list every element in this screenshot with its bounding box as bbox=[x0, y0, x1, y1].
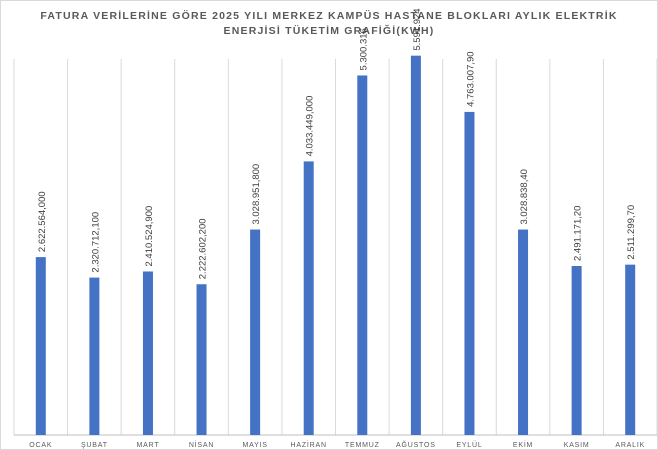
x-tick-label: OCAK bbox=[29, 442, 52, 449]
x-tick-label: ARALIK bbox=[615, 442, 645, 449]
data-label: 2.320.712,100 bbox=[90, 212, 101, 273]
bar bbox=[571, 266, 582, 435]
bar bbox=[464, 111, 475, 435]
x-tick-label: ŞUBAT bbox=[81, 442, 108, 449]
data-label: 2.222.602,200 bbox=[198, 218, 209, 279]
data-label: 2.511.299,70 bbox=[626, 205, 637, 260]
bar bbox=[357, 75, 368, 435]
data-label: 5.591.924 bbox=[412, 8, 423, 50]
x-tick-label: EKİM bbox=[513, 440, 533, 449]
bar bbox=[142, 271, 153, 435]
data-label: 4.763.007,90 bbox=[465, 51, 476, 106]
bar bbox=[518, 229, 529, 435]
data-label: 2.622.564,000 bbox=[37, 191, 48, 252]
data-label: 3.028.838,40 bbox=[519, 169, 530, 224]
chart-title: FATURA VERİLERİNE GÖRE 2025 YILI MERKEZ … bbox=[1, 9, 657, 39]
x-tick-label: HAZİRAN bbox=[291, 440, 327, 449]
x-tick-label: AĞUSTOS bbox=[396, 440, 436, 449]
bar bbox=[625, 264, 636, 435]
x-tick-label: EYLÜL bbox=[456, 441, 482, 449]
x-tick-label: MAYIS bbox=[242, 442, 267, 449]
x-tick-label: MART bbox=[137, 442, 160, 449]
x-tick-label: KASIM bbox=[564, 442, 590, 449]
x-tick-label: NİSAN bbox=[189, 440, 214, 449]
bar bbox=[35, 257, 46, 435]
data-label: 2.410.524,900 bbox=[144, 206, 155, 267]
bar bbox=[250, 229, 261, 435]
data-label: 3.028.951,800 bbox=[251, 164, 262, 225]
bar bbox=[410, 55, 421, 436]
x-tick-label: TEMMUZ bbox=[345, 442, 380, 449]
data-label: 4.033.449,000 bbox=[305, 96, 316, 157]
data-label: 2.491.171,20 bbox=[573, 206, 584, 261]
chart-title-line-1: FATURA VERİLERİNE GÖRE 2025 YILI MERKEZ … bbox=[40, 10, 618, 22]
bar bbox=[303, 161, 314, 435]
chart-title-line-2: ENERJİSİ TÜKETİM GRAFİĞİ(KWH) bbox=[223, 25, 435, 37]
bar bbox=[196, 284, 207, 435]
data-label: 5.300.316 bbox=[358, 28, 369, 70]
bar bbox=[89, 277, 100, 435]
